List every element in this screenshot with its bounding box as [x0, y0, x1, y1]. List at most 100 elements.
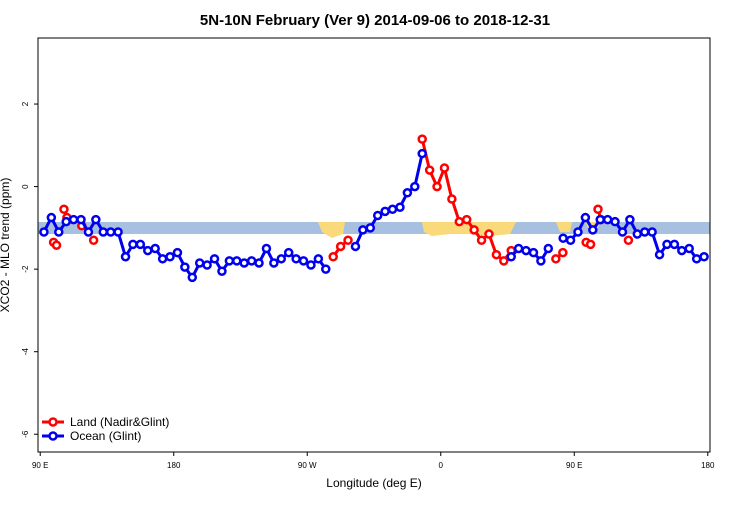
data-point: [506, 252, 516, 262]
data-point: [291, 254, 301, 264]
data-point: [513, 243, 524, 254]
data-point: [68, 214, 79, 225]
chart-title: 5N-10N February (Ver 9) 2014-09-06 to 20…: [200, 12, 550, 29]
data-point: [261, 243, 272, 254]
data-point: [172, 247, 183, 258]
y-axis-label: XCO2 - MLO trend (ppm): [0, 178, 12, 313]
data-point: [209, 254, 220, 264]
data-point: [595, 214, 605, 225]
x-tick-label: 0: [439, 461, 444, 470]
data-point: [499, 256, 509, 266]
data-point: [335, 241, 346, 252]
data-point: [143, 245, 153, 256]
data-point: [551, 254, 561, 264]
data-point: [439, 163, 450, 173]
data-point: [165, 252, 175, 262]
data-point: [528, 247, 539, 258]
data-point: [543, 243, 554, 254]
data-point: [51, 240, 62, 250]
data-point: [558, 247, 568, 258]
data-point: [313, 254, 324, 264]
legend-label: Land (Nadir&Glint): [70, 415, 169, 429]
data-point: [417, 134, 427, 144]
data-point: [491, 249, 502, 260]
data-point: [46, 212, 57, 223]
data-point: [536, 256, 546, 266]
data-point: [194, 258, 205, 268]
data-point: [321, 264, 331, 274]
data-point: [469, 225, 479, 235]
data-point: [662, 239, 672, 250]
data-point: [276, 254, 287, 264]
data-point: [283, 247, 294, 258]
data-point: [593, 204, 603, 215]
data-point: [239, 258, 249, 268]
data-point: [625, 214, 635, 225]
data-point: [573, 227, 583, 237]
data-point: [580, 212, 591, 223]
data-point: [269, 258, 279, 268]
data-point: [246, 256, 257, 266]
data-point: [395, 202, 405, 212]
data-point: [39, 227, 49, 237]
data-point: [617, 227, 628, 237]
legend-marker: [48, 417, 58, 427]
data-point: [372, 210, 383, 221]
land-shape: [556, 222, 572, 232]
data-point: [684, 243, 694, 254]
data-point: [454, 216, 465, 227]
data-point: [521, 245, 531, 256]
data-point: [358, 225, 368, 235]
y-tick-label: 2: [21, 101, 30, 106]
data-point: [647, 227, 657, 237]
data-point: [343, 235, 353, 246]
y-tick-label: -2: [21, 265, 30, 273]
data-point: [484, 229, 494, 239]
data-point: [83, 227, 94, 237]
data-point: [669, 239, 680, 250]
data-point: [410, 181, 420, 192]
data-point: [105, 227, 116, 237]
data-point: [180, 262, 190, 272]
data-point: [306, 260, 316, 270]
data-point: [365, 223, 376, 233]
data-point: [350, 241, 361, 252]
data-point: [254, 258, 264, 268]
data-point: [224, 256, 235, 266]
data-point: [447, 194, 457, 204]
data-point: [128, 239, 138, 250]
data-point: [654, 249, 665, 260]
x-tick-label: 180: [167, 461, 181, 470]
data-point: [328, 252, 338, 262]
data-point: [432, 181, 442, 192]
data-point: [91, 214, 101, 225]
data-point: [217, 266, 227, 276]
x-axis-label: Longitude (deg E): [326, 476, 421, 490]
data-point: [417, 148, 427, 159]
data-point: [61, 216, 71, 227]
data-point: [202, 260, 212, 270]
x-tick-label: 90 W: [298, 461, 317, 470]
data-point: [588, 225, 598, 235]
data-point: [691, 254, 702, 264]
data-point: [113, 227, 123, 237]
data-point: [585, 239, 596, 250]
y-tick-label: -4: [21, 348, 30, 356]
data-point: [54, 227, 64, 237]
data-point: [150, 243, 160, 254]
legend-marker: [48, 431, 58, 441]
data-point: [623, 235, 634, 246]
data-point: [424, 165, 435, 175]
y-tick-label: -6: [21, 430, 30, 438]
data-point: [639, 227, 650, 237]
data-point: [602, 214, 613, 225]
data-point: [76, 214, 86, 225]
data-point: [135, 239, 146, 250]
data-point: [232, 256, 242, 266]
data-point: [88, 235, 99, 246]
data-point: [187, 272, 198, 283]
data-point: [677, 245, 687, 256]
data-point: [387, 204, 398, 215]
data-point: [558, 233, 568, 243]
